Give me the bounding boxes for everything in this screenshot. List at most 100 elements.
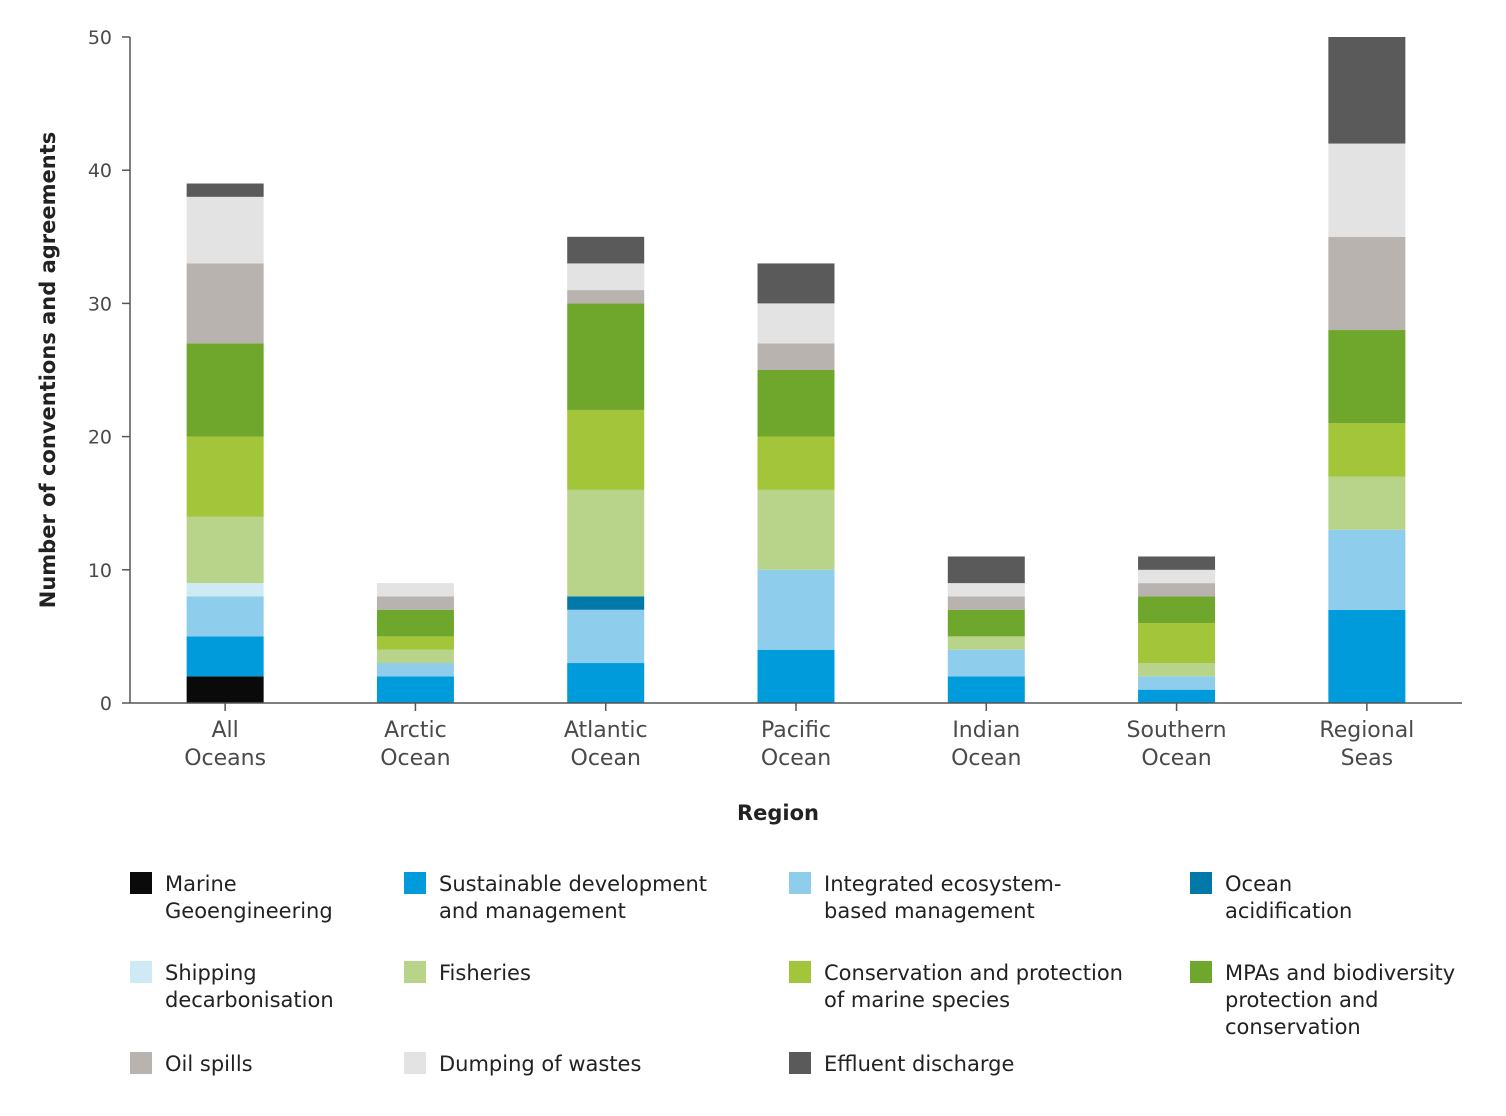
- bar-segment-5-1: [1138, 689, 1216, 703]
- x-category-label-3-1: Ocean: [761, 746, 831, 771]
- bar-segment-6-2: [1328, 529, 1406, 610]
- bar-segment-0-4: [186, 583, 264, 597]
- bar-segment-3-6: [757, 436, 835, 490]
- legend-swatch-2: [789, 872, 811, 894]
- bar-segment-6-6: [1328, 423, 1406, 477]
- legend-label-8-0: Oil spills: [165, 1052, 253, 1076]
- bar-segment-5-9: [1138, 569, 1216, 584]
- bar-segment-1-1: [376, 676, 454, 703]
- bar-segment-6-7: [1328, 330, 1406, 424]
- bar-segment-4-7: [947, 609, 1025, 637]
- bars-layer: [186, 37, 1406, 703]
- bar-segment-5-7: [1138, 596, 1216, 624]
- x-category-label-3-0: Pacific: [761, 718, 831, 743]
- bar-segment-4-10: [947, 556, 1025, 584]
- legend-swatch-7: [1190, 961, 1212, 983]
- legend-label-5-0: Fisheries: [439, 961, 531, 985]
- x-category-label-4-0: Indian: [952, 718, 1020, 743]
- bar-segment-3-5: [757, 489, 835, 570]
- bar-segment-2-7: [567, 303, 645, 410]
- legend-label-3-0: Ocean: [1225, 872, 1292, 896]
- x-category-label-0-1: Oceans: [184, 746, 266, 771]
- y-tick-label-0: 0: [100, 693, 112, 715]
- y-tick-label-1: 10: [88, 560, 112, 582]
- x-category-label-4-1: Ocean: [951, 746, 1021, 771]
- bar-segment-0-5: [186, 516, 264, 584]
- bar-segment-6-1: [1328, 609, 1406, 703]
- legend-swatch-0: [130, 872, 152, 894]
- x-category-label-5-1: Ocean: [1141, 746, 1211, 771]
- bar-segment-0-8: [186, 263, 264, 344]
- bar-segment-2-6: [567, 409, 645, 490]
- y-ticks: 0 10 20 30 40 50: [88, 27, 130, 715]
- legend-swatch-1: [404, 872, 426, 894]
- bar-segment-0-7: [186, 343, 264, 437]
- bar-segment-0-10: [186, 183, 264, 197]
- legend-label-7-2: conservation: [1225, 1015, 1361, 1039]
- bar-segment-2-9: [567, 263, 645, 291]
- x-category-label-5-0: Southern: [1127, 718, 1227, 743]
- legend-swatch-3: [1190, 872, 1212, 894]
- y-axis-title: Number of conventions and agreements: [36, 132, 60, 608]
- bar-segment-5-8: [1138, 583, 1216, 597]
- bar-segment-4-1: [947, 676, 1025, 703]
- bar-segment-4-8: [947, 596, 1025, 610]
- legend-label-1-0: Sustainable development: [439, 872, 707, 896]
- legend-swatch-6: [789, 961, 811, 983]
- bar-segment-1-8: [376, 596, 454, 610]
- x-category-label-1-1: Ocean: [380, 746, 450, 771]
- bar-segment-3-9: [757, 303, 835, 344]
- legend-label-4-0: Shipping: [165, 961, 257, 985]
- bar-segment-3-7: [757, 370, 835, 437]
- bar-segment-1-7: [376, 609, 454, 637]
- bar-segment-5-10: [1138, 556, 1216, 570]
- x-axis-title: Region: [737, 801, 819, 825]
- bar-segment-1-6: [376, 636, 454, 650]
- bar-segment-3-10: [757, 263, 835, 304]
- x-category-label-6-0: Regional: [1319, 718, 1414, 743]
- legend-label-0-1: Geoengineering: [165, 899, 333, 923]
- bar-segment-4-9: [947, 583, 1025, 597]
- x-category-label-2-1: Ocean: [571, 746, 641, 771]
- legend-label-2-0: Integrated ecosystem-: [824, 872, 1061, 896]
- legend-label-3-1: acidification: [1225, 899, 1352, 923]
- legend-label-6-0: Conservation and protection: [824, 961, 1123, 985]
- y-tick-label-5: 50: [88, 27, 112, 49]
- legend-label-6-1: of marine species: [824, 988, 1010, 1012]
- bar-segment-3-1: [757, 649, 835, 703]
- bar-segment-0-1: [186, 636, 264, 677]
- bar-segment-1-5: [376, 649, 454, 664]
- bar-segment-3-8: [757, 343, 835, 370]
- bar-segment-6-10: [1328, 37, 1406, 144]
- bar-segment-5-2: [1138, 676, 1216, 690]
- legend-swatch-8: [130, 1052, 152, 1074]
- bar-segment-6-8: [1328, 236, 1406, 331]
- x-category-labels: All Oceans Arctic Ocean Atlantic Ocean Pacific…: [184, 703, 1414, 771]
- legend-swatch-5: [404, 961, 426, 983]
- y-tick-label-2: 20: [88, 427, 112, 449]
- bar-segment-0-9: [186, 196, 264, 264]
- bar-segment-1-2: [376, 663, 454, 677]
- bar-segment-4-5: [947, 636, 1025, 650]
- legend-label-2-1: based management: [824, 899, 1035, 923]
- bar-segment-6-5: [1328, 476, 1406, 530]
- y-tick-label-4: 40: [88, 160, 112, 182]
- bar-segment-4-2: [947, 649, 1025, 677]
- legend-label-1-1: and management: [439, 899, 626, 923]
- bar-segment-0-0: [186, 676, 264, 703]
- bar-segment-2-2: [567, 609, 645, 664]
- legend-label-10-0: Effluent discharge: [824, 1052, 1014, 1076]
- bar-segment-2-3: [567, 596, 645, 610]
- y-tick-label-3: 30: [88, 293, 112, 315]
- bar-segment-5-6: [1138, 623, 1216, 664]
- bar-segment-3-2: [757, 569, 835, 650]
- bar-segment-2-8: [567, 290, 645, 304]
- legend-label-4-1: decarbonisation: [165, 988, 334, 1012]
- bar-segment-1-9: [376, 583, 454, 597]
- legend-swatch-4: [130, 961, 152, 983]
- bar-segment-0-6: [186, 436, 264, 517]
- legend: Marine Geoengineering Sustainable developm…: [130, 872, 1455, 1076]
- bar-segment-2-1: [567, 663, 645, 703]
